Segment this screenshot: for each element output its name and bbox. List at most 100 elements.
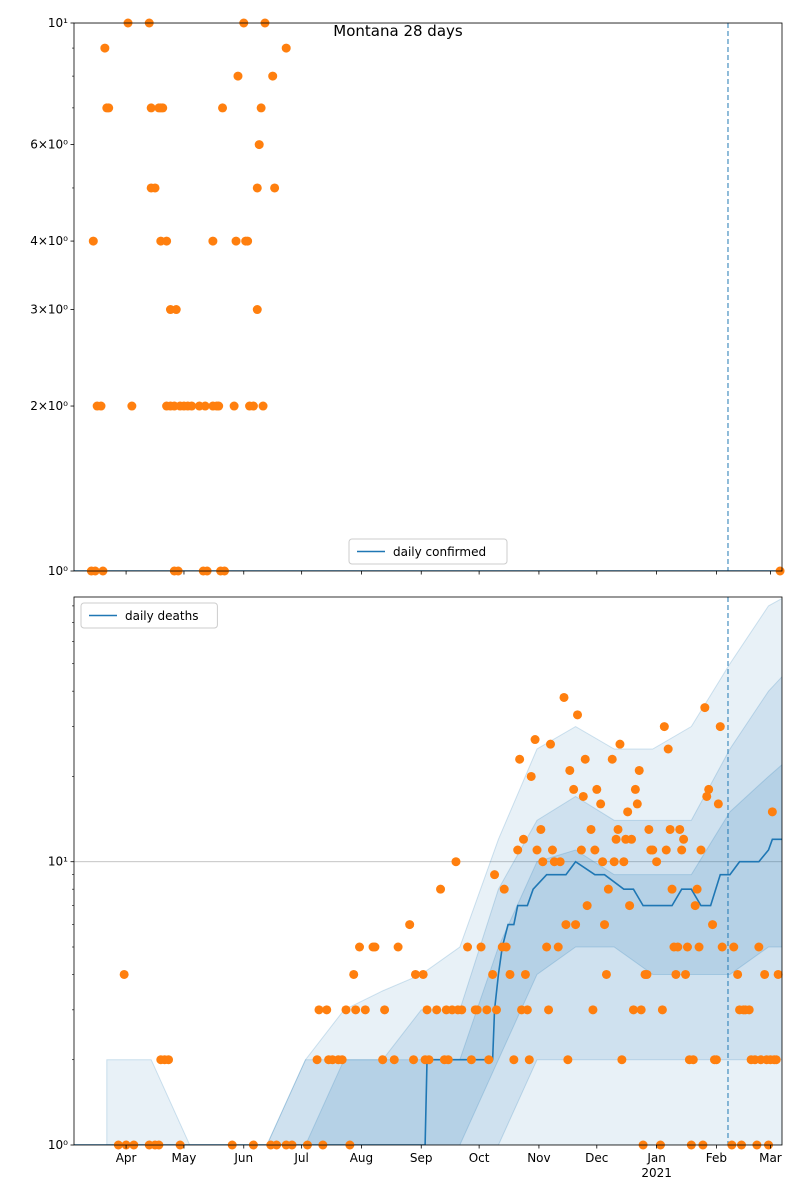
plot-area — [74, 597, 782, 1145]
scatter-point — [663, 744, 673, 754]
scatter-point — [563, 1055, 573, 1065]
chart-title: Montana 28 days — [333, 22, 463, 40]
x-tick-label: Mar — [759, 1151, 782, 1165]
scatter-point — [586, 824, 596, 834]
legend-box — [80, 602, 218, 629]
scatter-point — [200, 401, 210, 411]
scatter-point — [243, 236, 253, 246]
scatter-point — [634, 765, 644, 775]
x-tick-label: Jul — [293, 1151, 308, 1165]
y-tick-label: 10⁰ — [48, 1138, 68, 1152]
x-tick-label: Dec — [585, 1151, 608, 1165]
scatter-point — [349, 969, 359, 979]
scatter-point — [611, 834, 621, 844]
scatter-point — [314, 1005, 324, 1015]
axes-frame — [73, 22, 783, 572]
scatter-point — [380, 1005, 390, 1015]
scatter-point — [526, 771, 536, 781]
scatter-point — [553, 942, 563, 952]
scatter-point — [708, 920, 718, 930]
x-tick-sublabel: 2021 — [641, 1166, 672, 1180]
scatter-point — [127, 401, 137, 411]
scatter-point — [773, 969, 783, 979]
scatter-point — [642, 969, 652, 979]
y-tick-label: 10¹ — [48, 16, 68, 30]
scatter-point — [231, 236, 241, 246]
scatter-point — [580, 754, 590, 764]
scatter-point — [677, 845, 687, 855]
scatter-point — [256, 103, 266, 113]
y-tick-label: 6×10⁰ — [30, 138, 68, 152]
scatter-point — [218, 103, 228, 113]
scatter-point — [628, 1005, 638, 1015]
scatter-point — [146, 103, 156, 113]
x-tick-label: Jun — [233, 1151, 253, 1165]
scatter-point — [405, 920, 415, 930]
scatter-point — [632, 799, 642, 809]
scatter-point — [484, 1055, 494, 1065]
scatter-point — [248, 401, 258, 411]
scatter-point — [187, 401, 197, 411]
scatter-point — [771, 1055, 781, 1065]
scatter-point — [536, 824, 546, 834]
scatter-point — [505, 969, 515, 979]
scatter-point — [451, 857, 461, 867]
scatter-point — [700, 703, 710, 713]
scatter-point — [268, 71, 278, 81]
scatter-point — [561, 920, 571, 930]
scatter-point — [322, 1005, 332, 1015]
scatter-point — [675, 824, 685, 834]
scatter-point — [409, 1055, 419, 1065]
scatter-point — [466, 1055, 476, 1065]
x-tick-label: Sep — [410, 1151, 433, 1165]
scatter-point — [491, 1005, 501, 1015]
scatter-point — [559, 692, 569, 702]
x-tick-label: Aug — [350, 1151, 373, 1165]
scatter-point — [88, 236, 98, 246]
scatter-point — [418, 969, 428, 979]
scatter-point — [360, 1005, 370, 1015]
scatter-point — [569, 784, 579, 794]
scatter-point — [488, 969, 498, 979]
scatter-point — [609, 857, 619, 867]
scatter-point — [515, 754, 525, 764]
scatter-point — [229, 401, 239, 411]
y-tick-label: 10⁰ — [48, 564, 68, 578]
scatter-point — [600, 920, 610, 930]
band — [106, 764, 782, 1145]
scatter-point — [538, 857, 548, 867]
scatter-point — [601, 969, 611, 979]
scatter-point — [623, 807, 633, 817]
scatter-point — [694, 942, 704, 952]
scatter-point — [661, 845, 671, 855]
scatter-point — [636, 1005, 646, 1015]
scatter-point — [679, 834, 689, 844]
scatter-point — [341, 1005, 351, 1015]
scatter-point — [252, 183, 262, 193]
scatter-point — [590, 845, 600, 855]
scatter-point — [571, 920, 581, 930]
scatter-point — [370, 942, 380, 952]
scatter-point — [578, 791, 588, 801]
scatter-point — [603, 884, 613, 894]
y-tick-label: 3×10⁰ — [30, 303, 68, 317]
legend-box — [348, 538, 508, 565]
scatter-point — [598, 857, 608, 867]
scatter-point — [119, 969, 129, 979]
scatter-point — [171, 305, 181, 315]
scatter-point — [164, 1055, 174, 1065]
scatter-point — [760, 969, 770, 979]
x-tick-label: May — [172, 1151, 197, 1165]
scatter-point — [648, 845, 658, 855]
scatter-point — [767, 807, 777, 817]
scatter-point — [520, 969, 530, 979]
scatter-point — [573, 710, 583, 720]
scatter-point — [729, 942, 739, 952]
scatter-point — [617, 1055, 627, 1065]
y-tick-label: 2×10⁰ — [30, 399, 68, 413]
scatter-point — [630, 784, 640, 794]
scatter-point — [378, 1055, 388, 1065]
scatter-point — [544, 1005, 554, 1015]
scatter-point — [490, 870, 500, 880]
scatter-point — [476, 942, 486, 952]
